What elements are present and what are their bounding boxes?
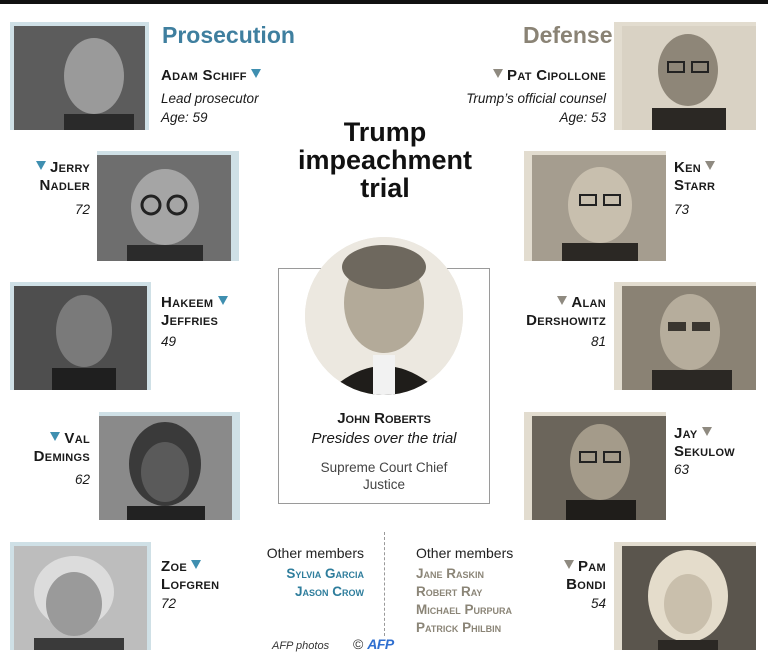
member-name: Alan Dershowitz: [526, 294, 606, 329]
member-age: 73: [674, 202, 690, 217]
portrait-photo-pam-bondi: [622, 546, 756, 650]
portrait-photo-jay-sekulow: [532, 416, 666, 520]
triangle-marker-icon: [35, 161, 46, 170]
member-name: Zoe Lofgren: [161, 558, 220, 593]
member-role: Lead prosecutor: [161, 91, 259, 106]
portrait-photo-ken-starr: [532, 155, 666, 261]
member-name: Ken Starr: [674, 159, 716, 194]
member-age: Age: 53: [559, 110, 606, 125]
portrait-photo-john-roberts: [305, 237, 463, 395]
triangle-marker-icon: [492, 69, 503, 78]
photo-credit: AFP photos: [272, 640, 330, 652]
member-age: 72: [161, 596, 177, 611]
prosecution-other-members-list: Sylvia Garcia Jason Crow: [240, 565, 364, 601]
member-age: 54: [590, 596, 606, 611]
title-line: trial: [360, 173, 410, 203]
triangle-marker-icon: [563, 560, 574, 569]
presiding-judge-title: Supreme Court Chief Justice: [320, 460, 448, 492]
member-role: Trump’s official counsel: [466, 91, 606, 106]
list-item: Jason Crow: [294, 584, 364, 599]
presiding-judge-name: John Roberts: [337, 410, 431, 427]
member-age: 63: [674, 462, 690, 477]
divider: [384, 532, 385, 636]
prosecution-heading: Prosecution: [162, 22, 295, 48]
list-item: Sylvia Garcia: [286, 566, 364, 581]
member-name: Pam Bondi: [420, 558, 606, 594]
list-item: Robert Ray: [416, 584, 483, 599]
afp-logo: © AFP: [353, 636, 394, 652]
portrait-photo-alan-dershowitz: [622, 286, 756, 390]
portrait-photo-jerry-nadler: [97, 155, 231, 261]
infographic-title: Trump impeachment trial: [280, 118, 490, 202]
triangle-marker-icon: [705, 161, 716, 170]
list-item: Michael Purpura: [416, 602, 513, 617]
portrait-photo-val-demings: [99, 416, 232, 520]
presiding-judge-role: Presides over the trial: [311, 430, 457, 447]
title-line: Trump: [343, 117, 427, 147]
portrait-photo-adam-schiff: [14, 26, 145, 130]
member-age: Age: 59: [161, 110, 208, 125]
member-name: Jay Sekulow: [674, 425, 735, 460]
defense-heading: Defense: [523, 22, 613, 48]
prosecution-other-members-label: Other members: [266, 545, 364, 561]
portrait-photo-zoe-lofgren: [14, 546, 147, 650]
member-name: Adam Schiff: [161, 67, 262, 85]
member-age: 62: [74, 472, 90, 487]
member-name: Pat Cipollone: [420, 67, 606, 85]
triangle-marker-icon: [251, 69, 262, 78]
defense-other-members-label: Other members: [416, 545, 514, 561]
member-age: 81: [590, 334, 606, 349]
member-name: Val Demings: [33, 430, 90, 465]
triangle-marker-icon: [217, 296, 228, 305]
triangle-marker-icon: [191, 560, 202, 569]
member-name: Hakeem Jeffries: [161, 294, 228, 330]
triangle-marker-icon: [557, 296, 568, 305]
list-item: Patrick Philbin: [416, 620, 502, 635]
portrait-photo-hakeem-jeffries: [14, 286, 147, 390]
portrait-photo-pat-cipollone: [622, 26, 756, 130]
top-rule: [0, 0, 768, 4]
triangle-marker-icon: [49, 432, 60, 441]
member-age: 72: [74, 202, 90, 217]
member-age: 49: [161, 334, 177, 349]
member-name: Jerry Nadler: [20, 159, 90, 195]
defense-other-members-list: Jane Raskin Robert Ray Michael Purpura P…: [416, 565, 512, 637]
title-line: impeachment: [297, 145, 473, 175]
list-item: Jane Raskin: [416, 566, 485, 581]
triangle-marker-icon: [701, 427, 712, 436]
